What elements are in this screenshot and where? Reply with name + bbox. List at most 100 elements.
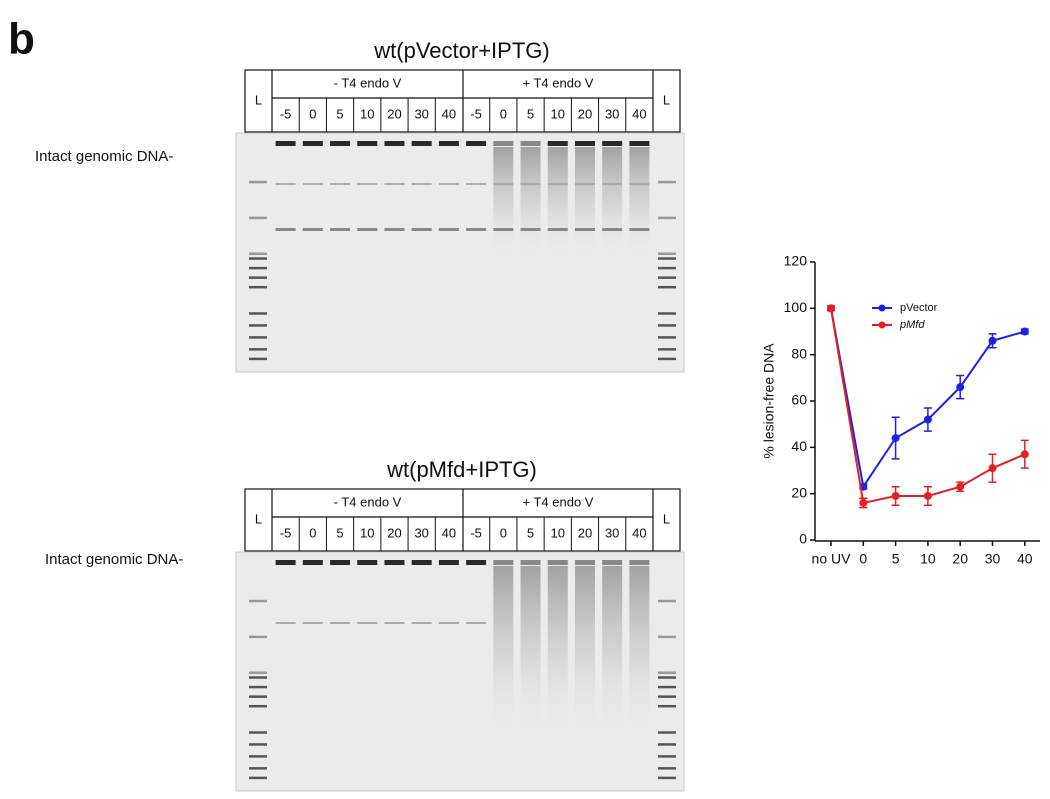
smear: [493, 147, 514, 257]
point: [923, 491, 932, 500]
ladder-band: [658, 357, 676, 361]
x-tick-label: 30: [985, 551, 1001, 567]
y-axis-label: % lesion-free DNA: [761, 343, 777, 459]
band: [330, 183, 351, 185]
x-tick-label: 5: [892, 551, 900, 567]
point: [988, 336, 997, 345]
lane-label: 10: [360, 106, 374, 121]
ladder-band: [249, 252, 267, 255]
band: [302, 228, 323, 231]
lane-label: 20: [578, 106, 592, 121]
band: [411, 622, 432, 624]
y-tick-label: 20: [791, 484, 807, 500]
band: [357, 228, 378, 231]
ladder-band: [249, 266, 267, 270]
y-tick-label: 60: [791, 392, 807, 408]
ladder-band: [658, 731, 676, 734]
well-band: [493, 560, 514, 565]
well-band: [574, 141, 595, 146]
smear: [574, 147, 595, 257]
band-label: Intact genomic DNA-: [45, 551, 183, 568]
legend-label: pVector: [900, 302, 938, 314]
ladder-band: [658, 767, 676, 770]
ladder-band: [658, 755, 676, 758]
ladder-band: [249, 312, 267, 315]
well-band: [330, 141, 351, 146]
band: [602, 183, 623, 185]
band: [357, 183, 378, 185]
band: [547, 183, 568, 185]
lane-label: 5: [336, 525, 343, 540]
smear: [629, 566, 650, 736]
ladder-label: L: [663, 511, 670, 526]
x-tick-label: 40: [1017, 551, 1033, 567]
ladder-label: L: [255, 92, 262, 107]
well-band: [493, 141, 514, 146]
ladder-band: [658, 635, 676, 639]
smear: [493, 566, 514, 736]
band: [275, 228, 296, 231]
lane-label: 0: [500, 106, 507, 121]
smear: [520, 147, 541, 257]
ladder-band: [658, 676, 676, 679]
lane-label: 10: [551, 525, 565, 540]
band-label: Intact genomic DNA-: [35, 148, 173, 165]
x-tick-label: 10: [920, 551, 936, 567]
lane-label: -5: [280, 106, 292, 121]
ladder-band: [249, 743, 267, 746]
well-band: [411, 141, 432, 146]
well-band: [520, 560, 541, 565]
well-band: [302, 560, 323, 565]
well-band: [357, 141, 378, 146]
lane-label: 10: [551, 106, 565, 121]
band: [547, 228, 568, 231]
ladder-band: [658, 704, 676, 708]
gel-title: wt(pVector+IPTG): [373, 38, 549, 63]
well-band: [384, 141, 405, 146]
x-tick-label: 0: [859, 551, 867, 567]
band: [275, 183, 296, 185]
smear: [629, 147, 650, 257]
ladder-band: [658, 599, 676, 603]
band: [438, 622, 459, 624]
panel-label: b: [8, 15, 35, 64]
well-band: [302, 141, 323, 146]
lane-label: 30: [414, 106, 428, 121]
ladder-band: [249, 285, 267, 289]
point: [956, 383, 965, 392]
ladder-band: [249, 671, 267, 674]
band: [520, 183, 541, 185]
well-band: [466, 141, 487, 146]
ladder-band: [249, 357, 267, 361]
ladder-band: [249, 180, 267, 184]
band: [466, 622, 487, 624]
well-band: [629, 560, 650, 565]
ladder-band: [249, 685, 267, 689]
point: [1020, 327, 1029, 336]
ladder-band: [249, 324, 267, 327]
band: [411, 183, 432, 185]
point: [891, 491, 900, 500]
ladder-label: L: [663, 92, 670, 107]
well-band: [438, 141, 459, 146]
point: [827, 304, 835, 313]
ladder-band: [658, 180, 676, 184]
well-band: [357, 560, 378, 565]
well-band: [602, 560, 623, 565]
ladder-band: [658, 312, 676, 315]
ladder-band: [249, 767, 267, 770]
lane-label: 10: [360, 525, 374, 540]
lane-label: -5: [470, 525, 482, 540]
band: [384, 622, 405, 624]
ladder-band: [658, 776, 676, 780]
ladder-band: [249, 704, 267, 708]
well-band: [466, 560, 487, 565]
ladder-band: [658, 266, 676, 270]
band: [330, 622, 351, 624]
lane-label: 40: [442, 106, 456, 121]
ladder-band: [658, 695, 676, 698]
band: [629, 183, 650, 185]
lane-label: -5: [470, 106, 482, 121]
band: [330, 228, 351, 231]
group-label: + T4 endo V: [523, 494, 594, 509]
